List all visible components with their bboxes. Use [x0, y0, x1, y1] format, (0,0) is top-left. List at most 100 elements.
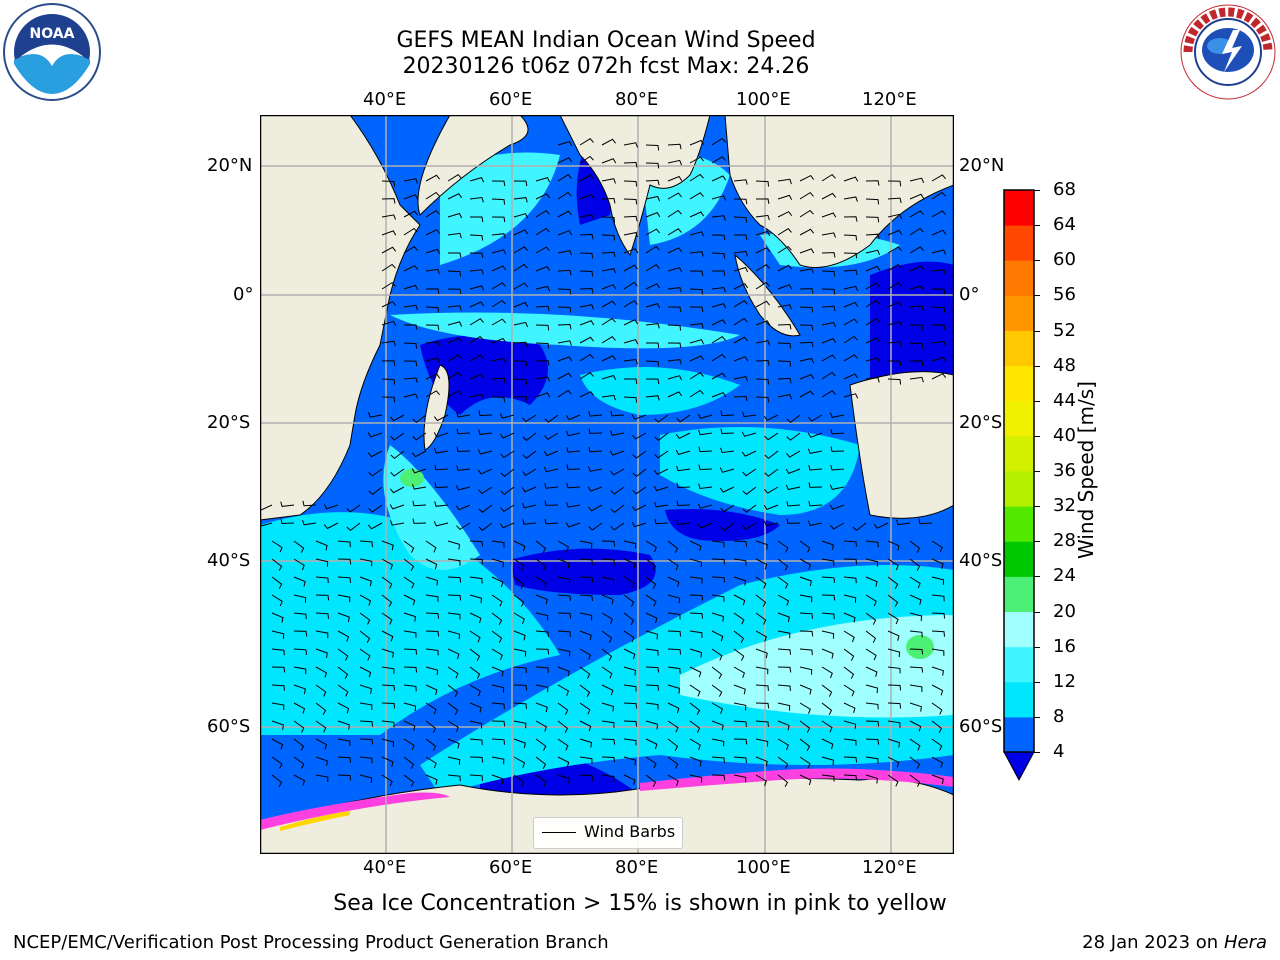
wind-barb: [447, 720, 459, 733]
wind-barb: [689, 666, 702, 678]
wind-barb: [712, 270, 726, 276]
wind-barb: [491, 702, 505, 710]
wind-barb: [610, 468, 625, 476]
wind-barb: [711, 666, 723, 680]
wind-barb: [711, 336, 726, 344]
wind-barb: [799, 702, 811, 714]
wind-barb: [931, 612, 946, 619]
wind-barb: [557, 738, 569, 751]
wind-barb: [909, 666, 924, 673]
wind-barb: [359, 648, 371, 661]
wind-barb: [403, 720, 416, 731]
wind-barb: [609, 450, 625, 456]
wind-barb: [667, 738, 679, 752]
wind-barb: [315, 666, 328, 678]
wind-barb: [909, 177, 925, 183]
wind-barb: [623, 558, 636, 569]
wind-barb: [887, 756, 900, 768]
wind-barb: [610, 410, 625, 417]
wind-barb: [337, 738, 351, 747]
wind-barb: [918, 518, 933, 525]
wind-barb: [865, 756, 879, 764]
wind-barb: [469, 373, 485, 380]
wind-barb: [513, 197, 528, 203]
wind-barb: [390, 432, 405, 441]
wind-barb: [821, 305, 836, 312]
wind-barb: [601, 666, 613, 679]
wind-barb: [623, 396, 638, 403]
wind-barb: [491, 648, 503, 660]
wind-barb: [390, 468, 405, 477]
wind-barb: [799, 341, 814, 348]
colorbar-tick-mark: [1034, 225, 1040, 227]
wind-barb: [601, 138, 616, 146]
wind-barb: [843, 269, 858, 276]
wind-barb: [610, 486, 625, 495]
wind-barb: [667, 267, 683, 273]
wind-barb: [403, 630, 417, 638]
wind-barb: [403, 265, 419, 272]
wind-barb: [742, 468, 757, 477]
wind-barb: [689, 540, 702, 552]
wind-barb: [764, 486, 779, 494]
wind-barb: [931, 249, 947, 255]
wind-barb: [579, 756, 593, 764]
wind-barb: [557, 630, 571, 637]
wind-barb: [807, 520, 823, 526]
wind-barb: [271, 666, 286, 673]
wind-barb: [887, 180, 902, 187]
wind-barb: [711, 156, 726, 164]
wind-barb: [535, 360, 550, 366]
colorbar-segment-6: [1004, 506, 1034, 542]
wind-barb: [381, 396, 396, 403]
nws-logo: [1178, 2, 1278, 102]
wind-barb: [711, 215, 726, 221]
wind-barb: [821, 558, 835, 567]
wind-barb: [711, 720, 724, 731]
wind-barb: [293, 630, 308, 637]
footer-machine: Hera: [1223, 932, 1267, 953]
wind-barb: [565, 522, 581, 528]
colorbar-tick-label: 40: [1053, 424, 1076, 446]
wind-barb: [403, 304, 418, 311]
wind-barb: [513, 756, 526, 768]
wind-barb: [491, 265, 507, 272]
wind-barb: [843, 720, 857, 730]
wind-barb: [843, 630, 855, 643]
wind-barb: [433, 414, 449, 422]
wind-barb: [588, 428, 603, 434]
wind-barb: [711, 319, 727, 326]
wind-barb: [909, 558, 921, 571]
wind-barb: [711, 738, 725, 747]
wind-barb: [513, 774, 525, 787]
wind-barb: [323, 522, 339, 530]
wind-barb: [645, 378, 660, 385]
wind-barb: [381, 540, 394, 551]
wind-barb: [434, 448, 449, 454]
wind-barb: [799, 191, 814, 200]
wind-barb: [909, 756, 921, 770]
wind-barb: [557, 288, 572, 295]
wind-barb: [448, 252, 462, 258]
wind-barb: [610, 504, 625, 514]
wind-barb: [755, 264, 770, 272]
colorbar-tick-mark: [1034, 190, 1040, 191]
wind-barb: [579, 666, 591, 679]
colorbar-segment-10: [1004, 365, 1034, 402]
wind-barb: [777, 360, 792, 367]
wind-barb: [535, 594, 548, 605]
wind-barb: [763, 520, 779, 527]
wind-barb: [491, 249, 507, 255]
wind-barb: [689, 173, 704, 182]
wind-barb: [491, 318, 506, 326]
wind-barb: [843, 285, 859, 292]
wind-barb: [601, 216, 616, 223]
wind-barb: [513, 738, 526, 749]
lat-label-right-0: 0°: [959, 284, 980, 305]
wind-barb: [359, 702, 373, 710]
wind-barb: [425, 648, 439, 656]
wind-barb: [491, 233, 506, 239]
wind-barb: [315, 648, 328, 658]
wind-barb: [711, 612, 725, 622]
wind-barb: [777, 377, 792, 384]
